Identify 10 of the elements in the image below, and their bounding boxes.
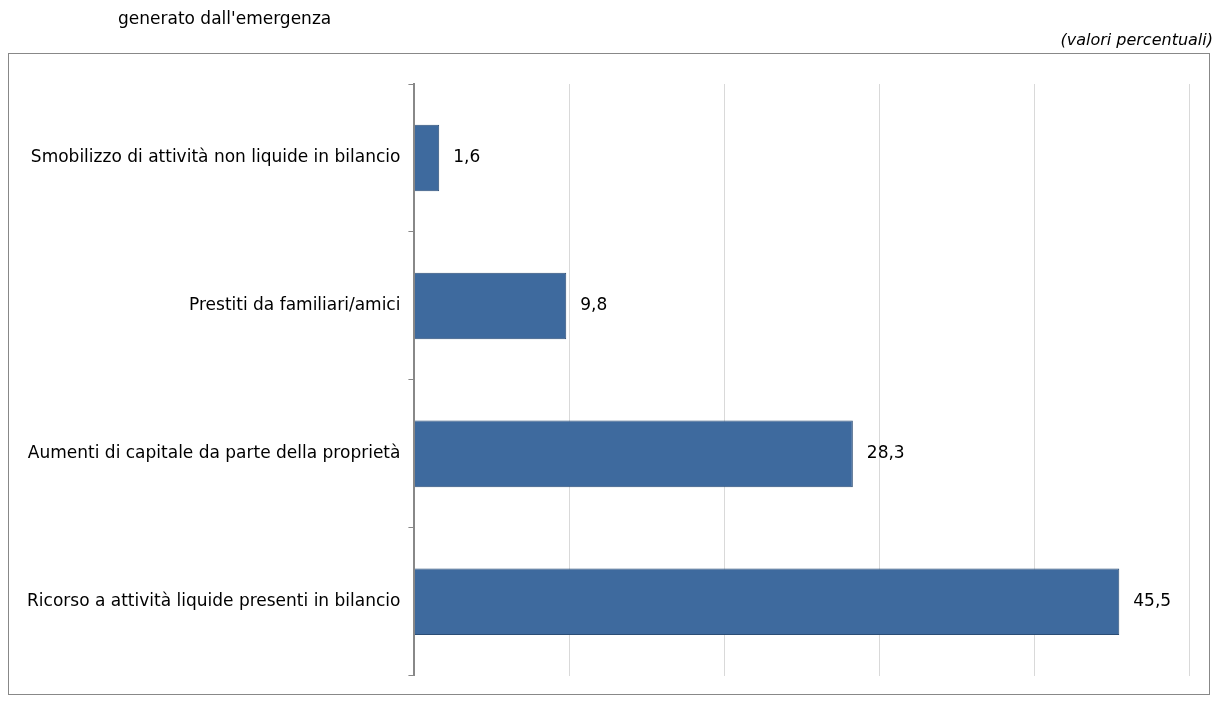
y-tick-label: Aumenti di capitale da parte della proprietà xyxy=(27,442,401,463)
data-label: 28,3 xyxy=(866,442,905,463)
text: generato dall'emergenza xyxy=(117,8,333,30)
y-tick-label: Prestiti da familiari/amici xyxy=(189,294,401,315)
chart-subtitle: (valori percentuali) xyxy=(1059,30,1213,49)
y-tick-label: Smobilizzo di attività non liquide in bilancio xyxy=(30,146,401,167)
data-label: 9,8 xyxy=(580,294,608,315)
data-label: 1,6 xyxy=(453,146,481,167)
y-tick-label: Ricorso a attività liquide presenti in bilancio xyxy=(27,590,401,611)
data-label: 45,5 xyxy=(1133,590,1172,611)
